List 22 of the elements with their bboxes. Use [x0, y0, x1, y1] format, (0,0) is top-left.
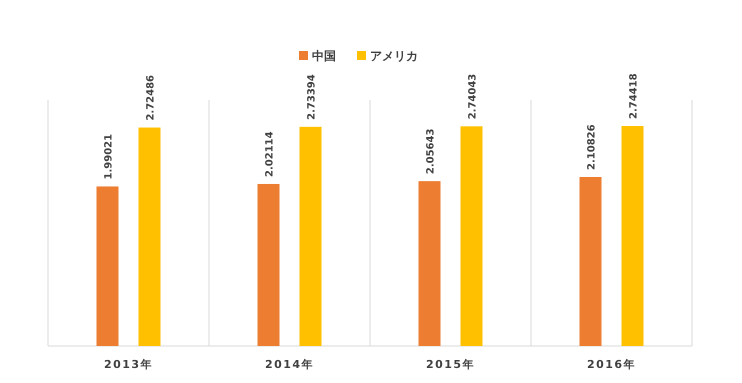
- data-label: 2.05643: [426, 128, 436, 174]
- x-tick-label: 2013年: [104, 358, 154, 371]
- bar: [138, 128, 160, 346]
- x-tick-label: 2015年: [426, 358, 476, 371]
- bar: [96, 186, 118, 346]
- data-label: 2.74043: [468, 74, 478, 120]
- bar: [580, 176, 602, 346]
- bar: [460, 126, 482, 346]
- data-label: 2.74418: [628, 73, 640, 119]
- data-label: 1.99021: [104, 134, 114, 180]
- bar: [622, 126, 644, 346]
- bar: [418, 181, 440, 346]
- x-tick-label: 2016年: [586, 358, 636, 371]
- data-label: 2.73394: [306, 74, 318, 120]
- data-label: 2.72486: [146, 74, 156, 121]
- legend-label: 中国: [312, 49, 336, 63]
- legend-label: アメリカ: [370, 49, 418, 63]
- bar: [258, 184, 280, 346]
- x-tick-label: 2014年: [264, 358, 314, 371]
- data-label: 2.02114: [264, 131, 276, 177]
- bar: [300, 126, 322, 346]
- data-label: 2.10826: [586, 124, 598, 170]
